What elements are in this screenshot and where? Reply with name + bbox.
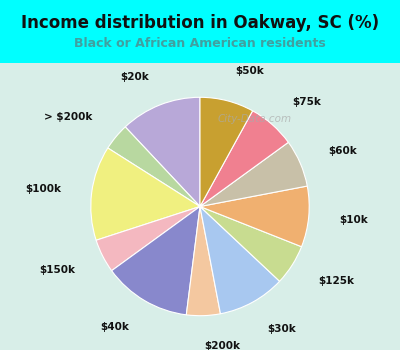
- Wedge shape: [200, 97, 253, 206]
- Wedge shape: [200, 186, 309, 247]
- Text: $100k: $100k: [25, 184, 61, 194]
- Text: $60k: $60k: [328, 146, 357, 156]
- Wedge shape: [96, 206, 200, 271]
- Wedge shape: [200, 206, 280, 314]
- Text: $150k: $150k: [40, 265, 76, 275]
- Text: $40k: $40k: [100, 322, 129, 332]
- Text: $200k: $200k: [204, 341, 240, 350]
- Text: Income distribution in Oakway, SC (%): Income distribution in Oakway, SC (%): [21, 14, 379, 32]
- Wedge shape: [186, 206, 220, 316]
- Text: $30k: $30k: [267, 324, 296, 334]
- Text: $125k: $125k: [318, 276, 354, 286]
- Wedge shape: [125, 97, 200, 206]
- Wedge shape: [200, 111, 288, 206]
- Text: City-Data.com: City-Data.com: [218, 114, 292, 124]
- Wedge shape: [112, 206, 200, 315]
- Wedge shape: [91, 148, 200, 240]
- Text: $50k: $50k: [235, 66, 264, 76]
- Text: $10k: $10k: [339, 215, 368, 225]
- Wedge shape: [200, 142, 307, 206]
- Text: $20k: $20k: [120, 71, 148, 82]
- Text: $75k: $75k: [292, 97, 321, 107]
- Wedge shape: [108, 127, 200, 206]
- Text: > $200k: > $200k: [44, 112, 92, 122]
- Wedge shape: [200, 206, 302, 281]
- Text: Black or African American residents: Black or African American residents: [74, 37, 326, 50]
